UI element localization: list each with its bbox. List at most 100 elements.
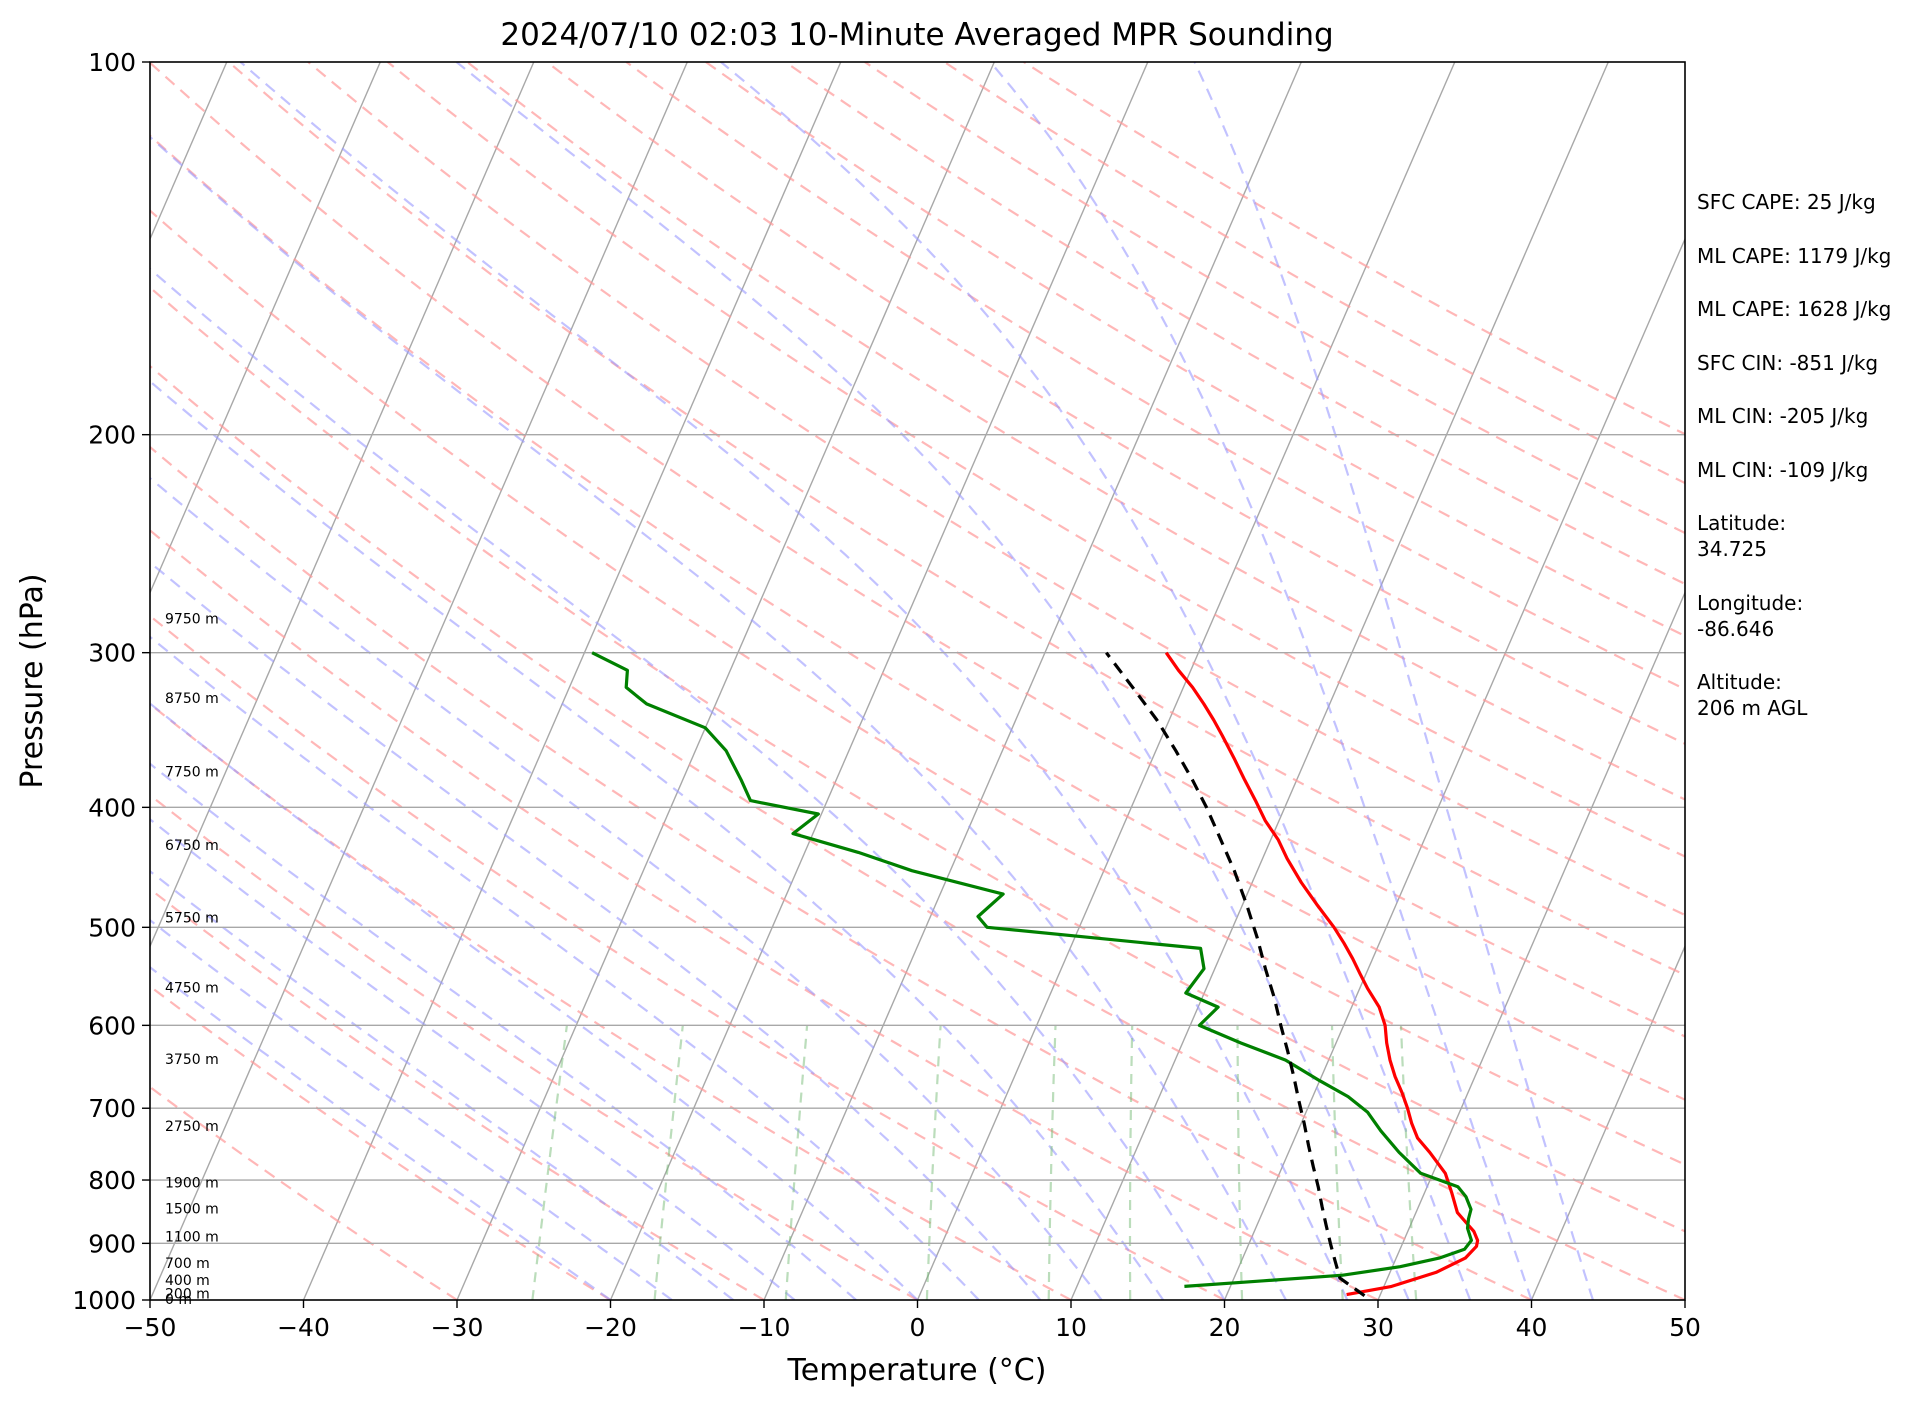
isotherm-line [150,62,535,949]
x-axis-ticks: −50 −40 −30 −20 −10 0 10 20 30 40 50 [124,1300,1701,1342]
latitude-label: Latitude: [1697,511,1786,535]
isotherm-line [456,62,995,1300]
x-tick-label: −10 [738,1313,791,1342]
height-label: 6750 m [165,838,219,854]
background-reference-lines [150,62,1685,1300]
dry-adiabat-line [307,62,1685,917]
height-label: 2750 m [165,1119,219,1135]
moist-adiabat-line [150,918,673,1300]
dry-adiabat-line [150,887,765,1300]
isotherm-line [1070,62,1609,1300]
x-tick-label: 30 [1362,1313,1394,1342]
x-tick-label: −40 [277,1313,330,1342]
dry-adiabat-line [227,62,1685,977]
height-label: 700 m [165,1256,210,1272]
mixing-ratio-line [531,1025,568,1300]
sfc-cape-text: SFC CAPE: 25 J/kg [1697,190,1876,214]
dry-adiabat-line [150,286,1685,1233]
moist-adiabat-line [455,62,1410,1300]
height-label: 3750 m [165,1052,219,1068]
height-label: 5750 m [165,911,219,927]
isotherm-line [302,62,842,1300]
y-tick-label: 900 [88,1229,136,1258]
moist-adiabat-line [150,965,612,1300]
ml-cape-text: ML CAPE: 1179 J/kg [1697,244,1891,268]
altitude-value: 206 m AGL [1697,696,1808,720]
y-tick-label: 600 [88,1011,136,1040]
isotherm-line [1223,237,1685,1300]
dry-adiabat-line [625,62,1685,691]
x-tick-label: 20 [1209,1313,1241,1342]
stats-panel: SFC CAPE: 25 J/kg ML CAPE: 1179 J/kg ML … [1697,190,1891,720]
height-label: 8750 m [165,691,219,707]
dry-adiabat-line [150,1085,458,1300]
y-tick-label: 100 [88,48,136,77]
longitude-label: Longitude: [1697,591,1803,615]
isotherm-line [1530,944,1685,1300]
dry-adiabat-line [150,793,919,1300]
dry-adiabat-line [387,62,1685,858]
height-label: 0 m [165,1292,192,1308]
mixing-ratio-line [1047,1025,1057,1300]
moist-adiabat-line [150,702,919,1300]
dry-adiabat-line [466,62,1685,801]
dry-adiabat-line [150,62,1685,1038]
height-label: 1500 m [165,1201,219,1217]
sfc-cin-text: SFC CIN: -851 J/kg [1697,351,1878,375]
moist-adiabat-line [150,379,1165,1300]
mixing-ratio-line [784,1025,809,1300]
longitude-value: -86.646 [1697,617,1774,641]
y-tick-label: 300 [88,639,136,668]
moist-adiabat-line [239,62,1349,1300]
isotherm-line [150,62,688,1300]
mixing-ratio-line [1236,1025,1244,1300]
y-tick-label: 500 [88,913,136,942]
dry-adiabat-line [150,445,1532,1300]
x-tick-label: −20 [584,1313,637,1342]
ml-cin-text: ML CIN: -109 J/kg [1697,458,1868,482]
moist-adiabat-line [150,267,1226,1300]
y-tick-label: 200 [88,421,136,450]
dry-adiabat-line [150,528,1379,1300]
isotherm-line [1377,590,1685,1300]
x-tick-label: −50 [124,1313,177,1342]
y-tick-label: 800 [88,1166,136,1195]
x-tick-label: 40 [1516,1313,1548,1342]
height-label: 4750 m [165,980,219,996]
moist-adiabat-line [150,561,1042,1300]
y-tick-label: 1000 [72,1286,136,1315]
y-tick-label: 700 [88,1094,136,1123]
ml-cin-text: ML CIN: -205 J/kg [1697,404,1868,428]
height-label: 9750 m [165,611,219,627]
x-tick-label: −30 [431,1313,484,1342]
dry-adiabat-line [546,62,1685,745]
latitude-value: 34.725 [1697,537,1767,561]
mixing-ratio-line [1128,1025,1134,1300]
isotherm-line [609,62,1149,1300]
height-label: 200 m [165,1287,210,1303]
altitude-label: Altitude: [1697,670,1782,694]
moist-adiabat-line [1193,62,1594,1300]
parcel-path-series-line [1105,651,1366,1298]
height-label: 1900 m [165,1175,219,1191]
moist-adiabat-line [150,635,980,1300]
mixing-ratio-line [925,1025,942,1300]
dry-adiabat-line [150,209,1685,1166]
moist-adiabat-line [720,62,1472,1300]
y-tick-label: 400 [88,793,136,822]
x-tick-label: 50 [1669,1313,1701,1342]
mixing-ratio-line [1330,1025,1344,1300]
temperature-series-line [1164,651,1480,1297]
mixing-ratio-line [653,1025,684,1300]
dry-adiabat-line [150,364,1685,1300]
chart-title: 2024/07/10 02:03 10-Minute Averaged MPR … [500,17,1333,53]
height-label: 400 m [165,1273,210,1289]
moist-adiabat-line [989,62,1533,1300]
dewpoint-series-line [591,651,1473,1288]
dry-adiabat-line [150,702,1072,1300]
moist-adiabat-line [150,135,1287,1300]
dry-adiabat-line [705,62,1685,638]
dry-adiabat-line [150,614,1226,1300]
